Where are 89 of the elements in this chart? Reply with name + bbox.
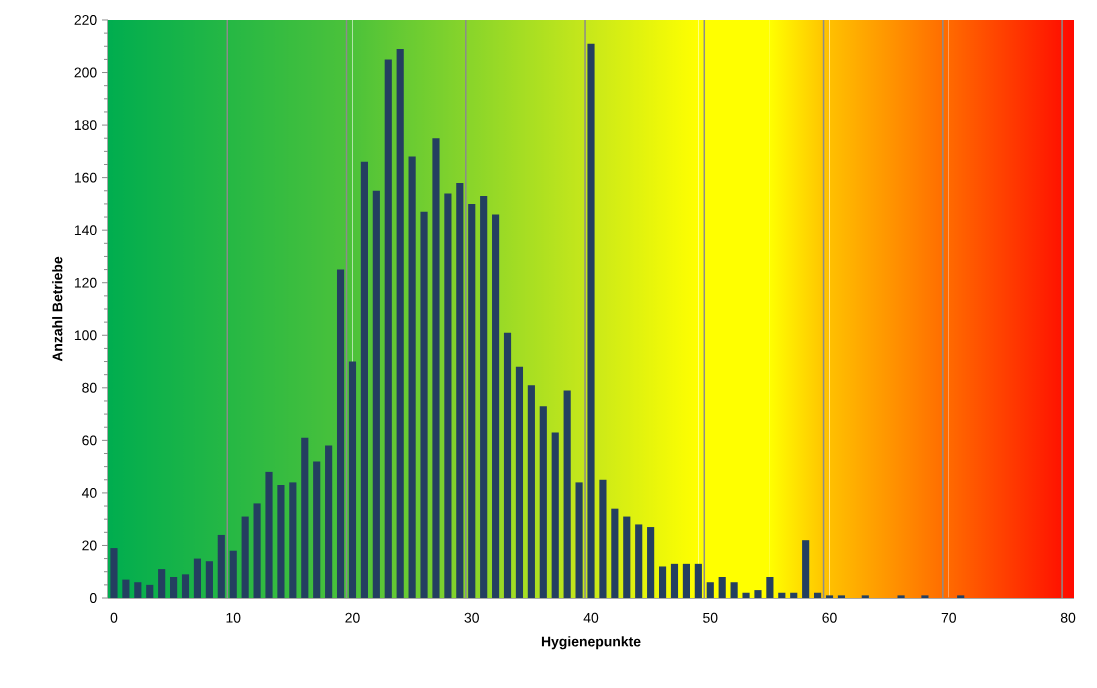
y-tick-label: 180 (74, 120, 97, 131)
y-tick-label: 20 (82, 540, 97, 551)
y-tick-label: 200 (74, 67, 97, 78)
y-tick-label: 100 (74, 330, 97, 341)
bar (396, 48, 404, 598)
bar (336, 269, 345, 598)
bar (253, 503, 261, 598)
bar (122, 579, 130, 598)
bar (265, 471, 273, 598)
bar (730, 582, 738, 598)
bar (790, 592, 798, 598)
x-tick-label: 0 (110, 612, 118, 623)
bar (897, 595, 905, 598)
bar (134, 582, 142, 598)
y-tick-label: 40 (81, 487, 97, 498)
bar (229, 550, 237, 598)
bar (563, 390, 571, 598)
y-tick-label: 0 (89, 593, 97, 603)
bar (611, 508, 619, 598)
bar (181, 574, 190, 598)
bar (921, 595, 929, 598)
y-tick-label: 220 (74, 15, 97, 25)
bar (754, 590, 762, 598)
bar (348, 361, 357, 598)
y-tick-label: 140 (74, 225, 97, 236)
x-tick-label: 70 (941, 612, 956, 623)
bar (289, 482, 297, 598)
bar (635, 524, 643, 598)
bar (217, 534, 225, 598)
bar (694, 563, 702, 598)
y-tick-label: 60 (82, 435, 97, 446)
bar (802, 540, 810, 598)
bar (539, 406, 547, 598)
bar (706, 582, 714, 598)
bar (503, 332, 512, 598)
bar (778, 592, 786, 598)
bar (456, 182, 464, 598)
bar (587, 43, 595, 598)
bar (670, 563, 679, 598)
bar (170, 576, 178, 598)
bar (372, 190, 380, 598)
y-axis-title: Anzahl Betriebe (52, 256, 63, 362)
bar (158, 569, 166, 598)
bar (623, 516, 631, 598)
x-tick-label: 10 (226, 612, 241, 623)
bar (861, 595, 869, 598)
bar (146, 584, 154, 598)
bar (432, 138, 440, 598)
bar (718, 576, 726, 598)
x-tick-label: 80 (1060, 612, 1076, 623)
bar (682, 563, 690, 598)
y-tick-label: 80 (82, 382, 97, 393)
bar (647, 527, 655, 598)
bar (837, 595, 846, 598)
bar (468, 203, 476, 598)
y-tick-label: 120 (74, 277, 97, 288)
bar (193, 558, 202, 598)
bar (444, 193, 452, 598)
x-tick-label: 50 (703, 612, 718, 623)
bar (360, 161, 368, 598)
bar (527, 385, 535, 598)
bar (599, 479, 607, 598)
bar (325, 445, 333, 598)
bar (384, 59, 392, 598)
bar (658, 566, 667, 598)
bar (301, 437, 309, 598)
bar (515, 366, 524, 598)
bar (313, 461, 321, 598)
bar (957, 595, 965, 598)
y-tick-label: 160 (74, 172, 97, 183)
bar (814, 592, 822, 598)
bar (277, 485, 285, 598)
bar (241, 516, 249, 598)
x-tick-label: 20 (345, 612, 360, 623)
bar (480, 196, 488, 598)
bar (825, 595, 834, 598)
bar (420, 211, 428, 598)
bar (575, 482, 583, 598)
x-axis-title: Hygienepunkte (541, 636, 641, 650)
x-tick-label: 60 (822, 612, 837, 623)
bar (551, 432, 559, 598)
x-tick-label: 30 (464, 612, 479, 623)
bar (110, 548, 118, 598)
x-tick-label: 40 (583, 612, 599, 623)
bar (742, 592, 750, 598)
bar (766, 576, 774, 598)
bar (492, 214, 500, 598)
bar (408, 156, 416, 598)
bar (205, 561, 213, 598)
